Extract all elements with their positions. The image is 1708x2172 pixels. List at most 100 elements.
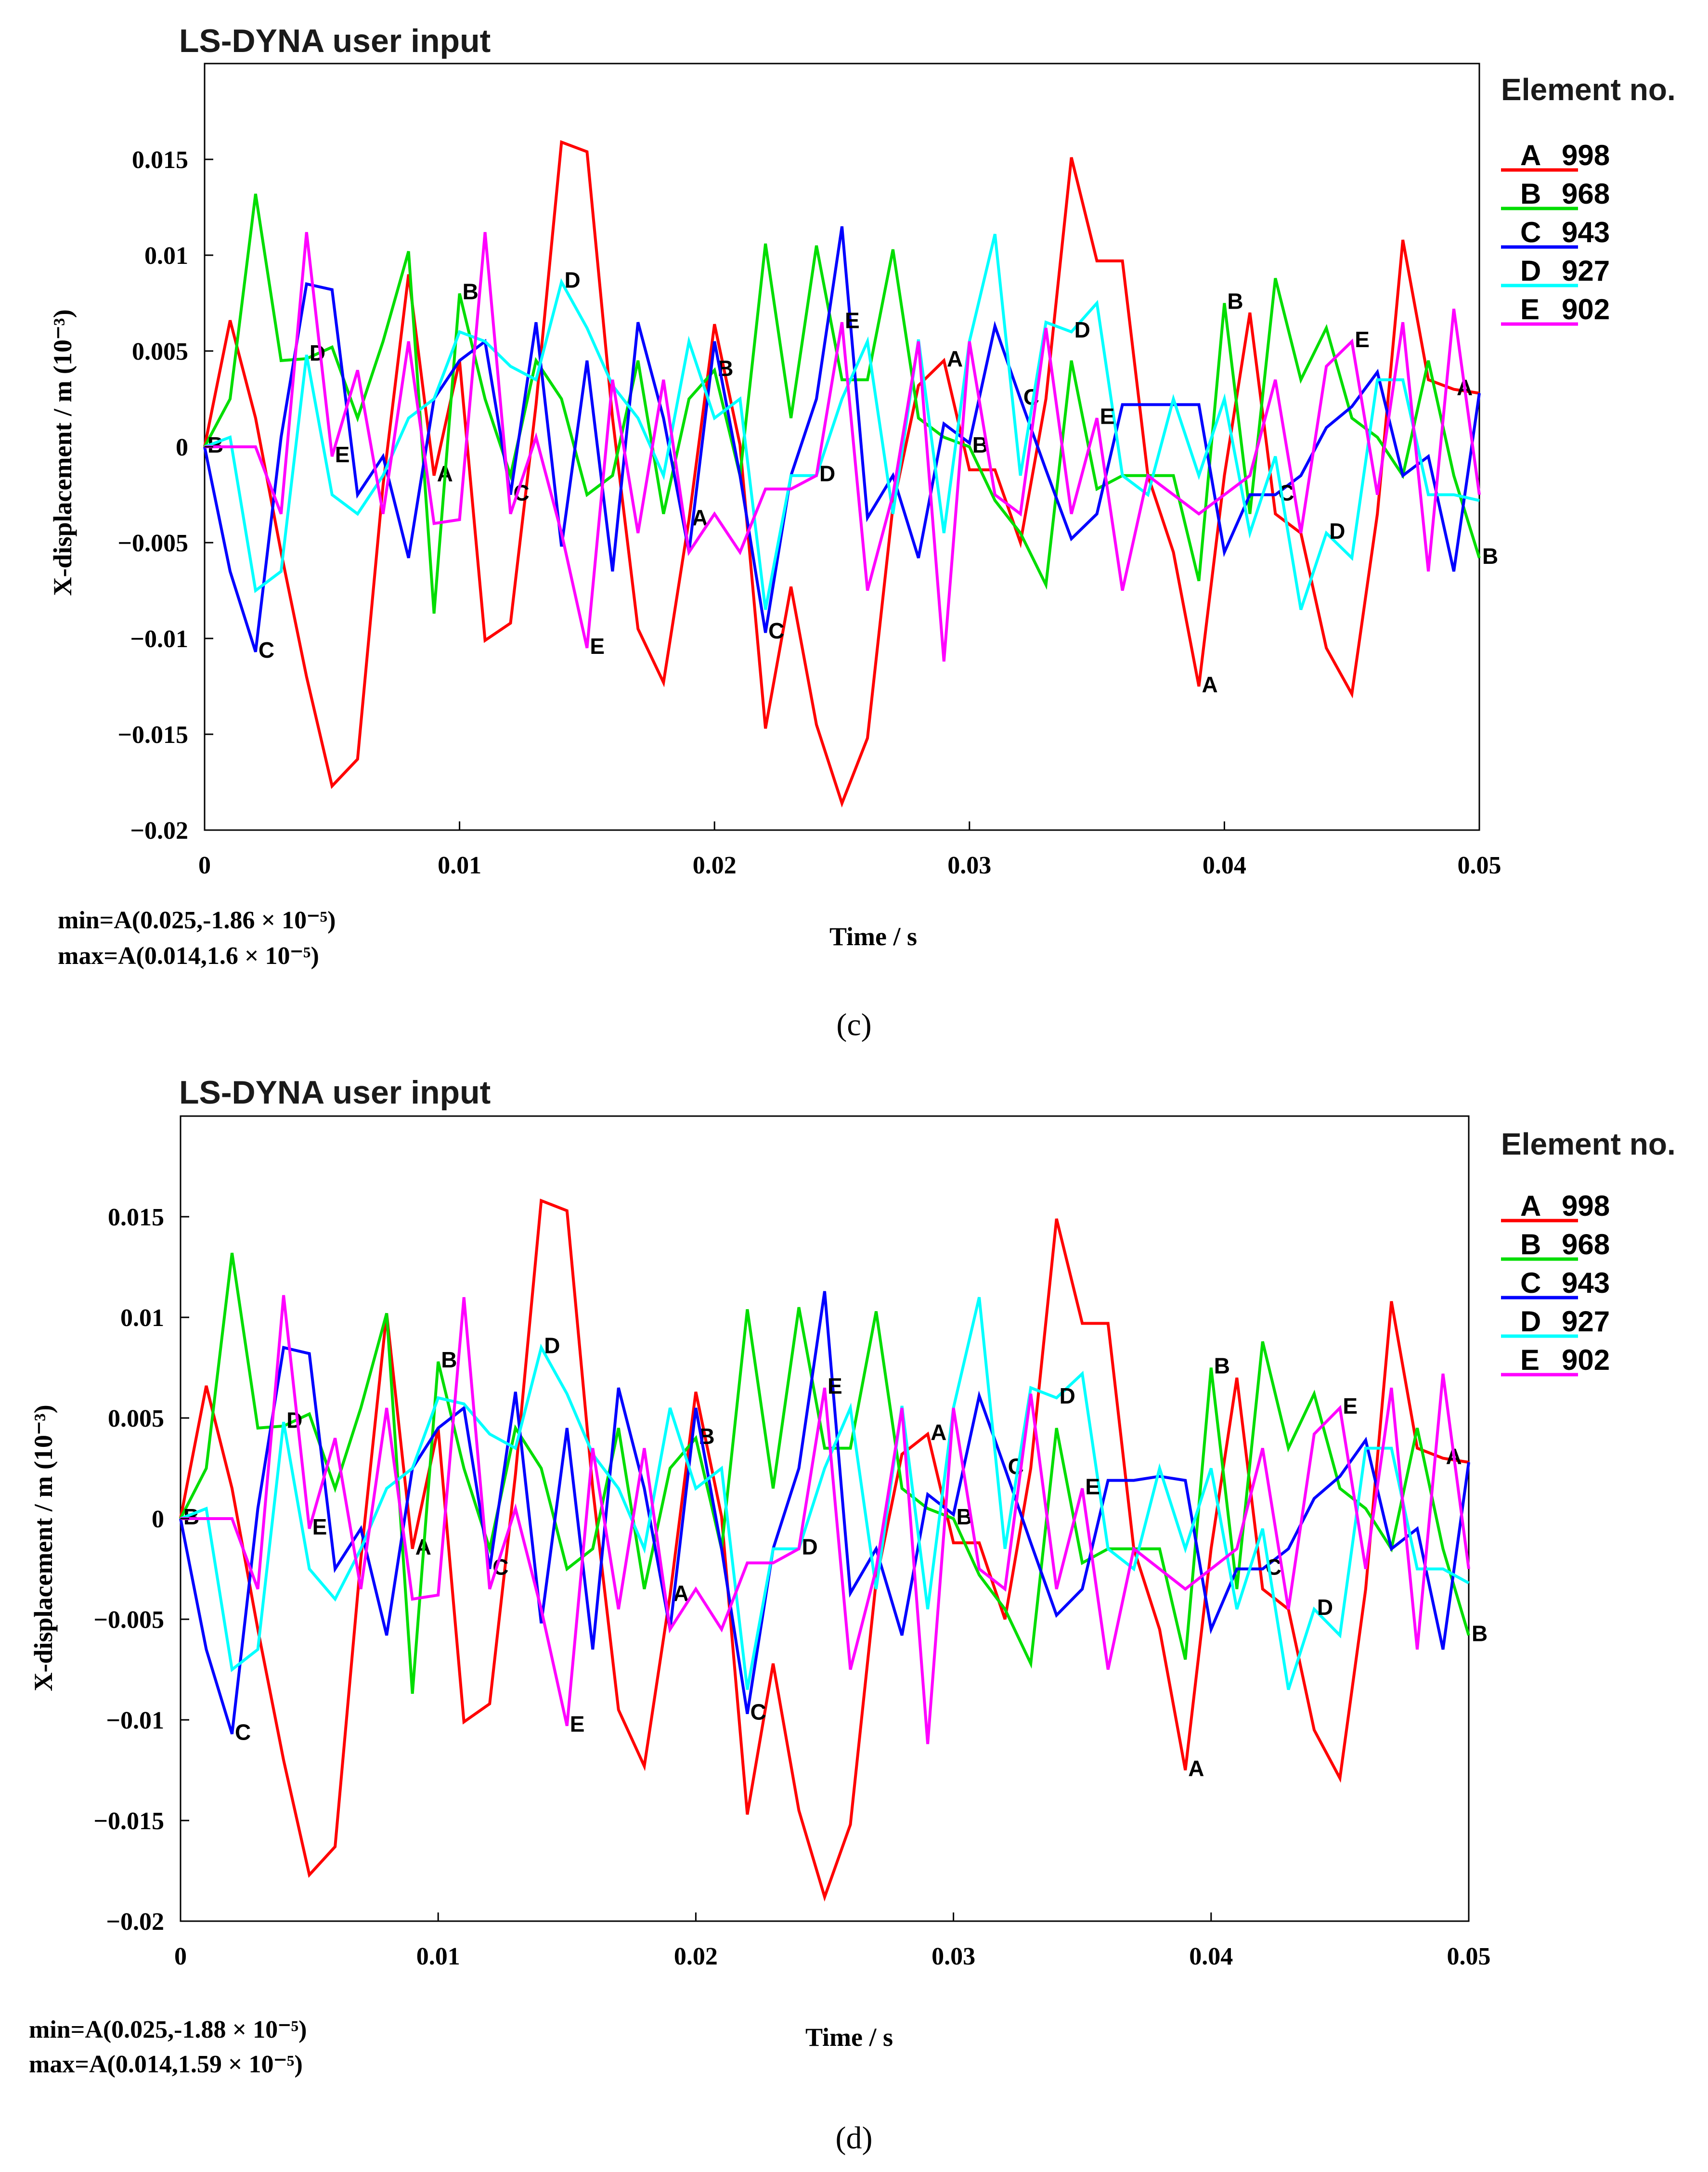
- chart-title: LS-DYNA user input: [179, 1074, 491, 1111]
- series-marker-d: D: [819, 461, 835, 486]
- y-tick-label: −0.01: [106, 1707, 164, 1734]
- legend-item-b: B 968: [1501, 1228, 1610, 1261]
- panel-c: LS-DYNA user input X-displacement / m (1…: [48, 23, 1676, 1042]
- series-marker-b: B: [1214, 1353, 1230, 1379]
- series-marker-a: A: [1188, 1756, 1204, 1781]
- series-marker-e: E: [1100, 403, 1115, 429]
- x-tick-label: 0.03: [932, 1943, 975, 1970]
- y-axis-label: X-displacement / m (10⁻³): [29, 1405, 58, 1691]
- series-marker-c: C: [768, 618, 784, 643]
- x-tick-label: 0.02: [674, 1943, 718, 1970]
- y-tick-label: −0.02: [106, 1908, 164, 1936]
- series-line-b: [179, 1252, 1470, 1694]
- legend-letter: C: [1520, 216, 1541, 248]
- series-marker-b: B: [1227, 289, 1243, 314]
- series-marker-d: D: [1060, 1383, 1075, 1408]
- y-tick-label: 0.015: [132, 146, 188, 174]
- series-line-e: [181, 1295, 1470, 1744]
- series-marker-d: D: [1329, 519, 1345, 544]
- series-line-b: [203, 194, 1481, 614]
- legend-label: 943: [1562, 1267, 1610, 1299]
- series-marker-b: B: [1472, 1621, 1488, 1646]
- panel-caption: (c): [836, 1007, 871, 1042]
- series-marker-e: E: [828, 1373, 842, 1398]
- series-marker-e: E: [1355, 327, 1370, 352]
- legend-letter: D: [1520, 255, 1541, 287]
- legend-label: 998: [1562, 1190, 1610, 1222]
- x-axis-label: Time / s: [805, 2023, 893, 2052]
- series-marker-a: A: [947, 346, 963, 371]
- legend: A 998 B 968 C 943 D 927 E 902: [1501, 139, 1610, 326]
- series-marker-e: E: [1343, 1393, 1358, 1418]
- series-marker-d: D: [564, 268, 580, 293]
- series-marker-b: B: [1482, 544, 1498, 569]
- series-marker-e: E: [1085, 1474, 1100, 1499]
- series-line-a: [203, 140, 1480, 808]
- legend: A 998 B 968 C 943 D 927 E 902: [1501, 1190, 1610, 1377]
- legend-item-b: B 968: [1501, 178, 1610, 210]
- legend-item-e: E 902: [1501, 1344, 1610, 1377]
- legend-letter: A: [1520, 139, 1541, 171]
- series-line-c: [179, 1291, 1470, 1735]
- legend-title: Element no.: [1501, 72, 1676, 107]
- y-tick-label: −0.015: [117, 721, 188, 749]
- legend-label: 968: [1562, 178, 1610, 210]
- legend-letter: B: [1520, 1228, 1541, 1261]
- series-marker-d: D: [1074, 317, 1090, 342]
- y-tick-label: −0.01: [130, 625, 188, 653]
- panel-d: LS-DYNA user input X-displacement / m (1…: [29, 1074, 1676, 2156]
- axis-ticks: −0.02 −0.015 −0.01 −0.005 0 0.005 0.01 0.015 0 0.…: [93, 1204, 1490, 1970]
- legend-letter: E: [1520, 293, 1540, 325]
- legend-label: 968: [1562, 1228, 1610, 1261]
- x-tick-label: 0.01: [438, 852, 481, 879]
- min-annotation: min=A(0.025,-1.86 × 10⁻⁵): [58, 907, 336, 934]
- legend-letter: C: [1520, 1267, 1541, 1299]
- legend-title: Element no.: [1501, 1127, 1676, 1161]
- series-marker-b: B: [441, 1347, 457, 1372]
- series-marker-b: B: [463, 279, 479, 304]
- legend-letter: D: [1520, 1305, 1541, 1338]
- legend-label: 927: [1562, 1305, 1610, 1338]
- legend-label: 927: [1562, 255, 1610, 287]
- legend-item-d: D 927: [1501, 1305, 1610, 1338]
- series-marker-d: D: [544, 1333, 560, 1358]
- legend-letter: B: [1520, 178, 1541, 210]
- series-marker-d: D: [1317, 1595, 1333, 1620]
- series-marker-a: A: [931, 1419, 946, 1444]
- series-line-e: [205, 232, 1481, 662]
- y-tick-label: 0: [152, 1506, 164, 1533]
- legend-item-d: D 927: [1501, 255, 1610, 287]
- x-tick-label: 0.05: [1458, 852, 1501, 879]
- legend-letter: E: [1520, 1344, 1540, 1376]
- series-marker-e: E: [335, 442, 350, 467]
- series-marker-e: E: [590, 634, 605, 659]
- x-tick-label: 0.04: [1203, 852, 1246, 879]
- series-line-c: [203, 226, 1481, 652]
- x-tick-label: 0: [174, 1943, 187, 1970]
- legend-item-c: C 943: [1501, 216, 1610, 249]
- series-marker-d: D: [802, 1535, 817, 1560]
- y-axis-label: X-displacement / m (10⁻³): [48, 309, 77, 596]
- min-annotation: min=A(0.025,-1.88 × 10⁻⁵): [29, 2016, 307, 2043]
- legend-letter: A: [1520, 1190, 1541, 1222]
- axis-ticks: −0.02 −0.015 −0.01 −0.005 0 0.005 0.01 0.015 0 0.…: [117, 146, 1501, 879]
- series-marker-e: E: [570, 1712, 585, 1737]
- x-tick-label: 0.03: [947, 852, 991, 879]
- legend-label: 998: [1562, 139, 1610, 171]
- max-annotation: max=A(0.014,1.6 × 10⁻⁵): [58, 942, 319, 970]
- series-marker-c: C: [259, 637, 274, 663]
- y-tick-label: 0.005: [132, 338, 188, 365]
- x-tick-label: 0.05: [1447, 1943, 1491, 1970]
- y-tick-label: 0.01: [144, 242, 188, 270]
- series-marker-d: D: [286, 1407, 302, 1432]
- series-marker-a: A: [1202, 672, 1217, 697]
- legend-label: 902: [1562, 1344, 1610, 1376]
- y-tick-label: −0.015: [93, 1808, 164, 1835]
- y-tick-label: −0.005: [93, 1606, 164, 1634]
- y-tick-label: −0.005: [117, 530, 188, 557]
- legend-label: 943: [1562, 216, 1610, 248]
- series-marker-d: D: [310, 340, 325, 365]
